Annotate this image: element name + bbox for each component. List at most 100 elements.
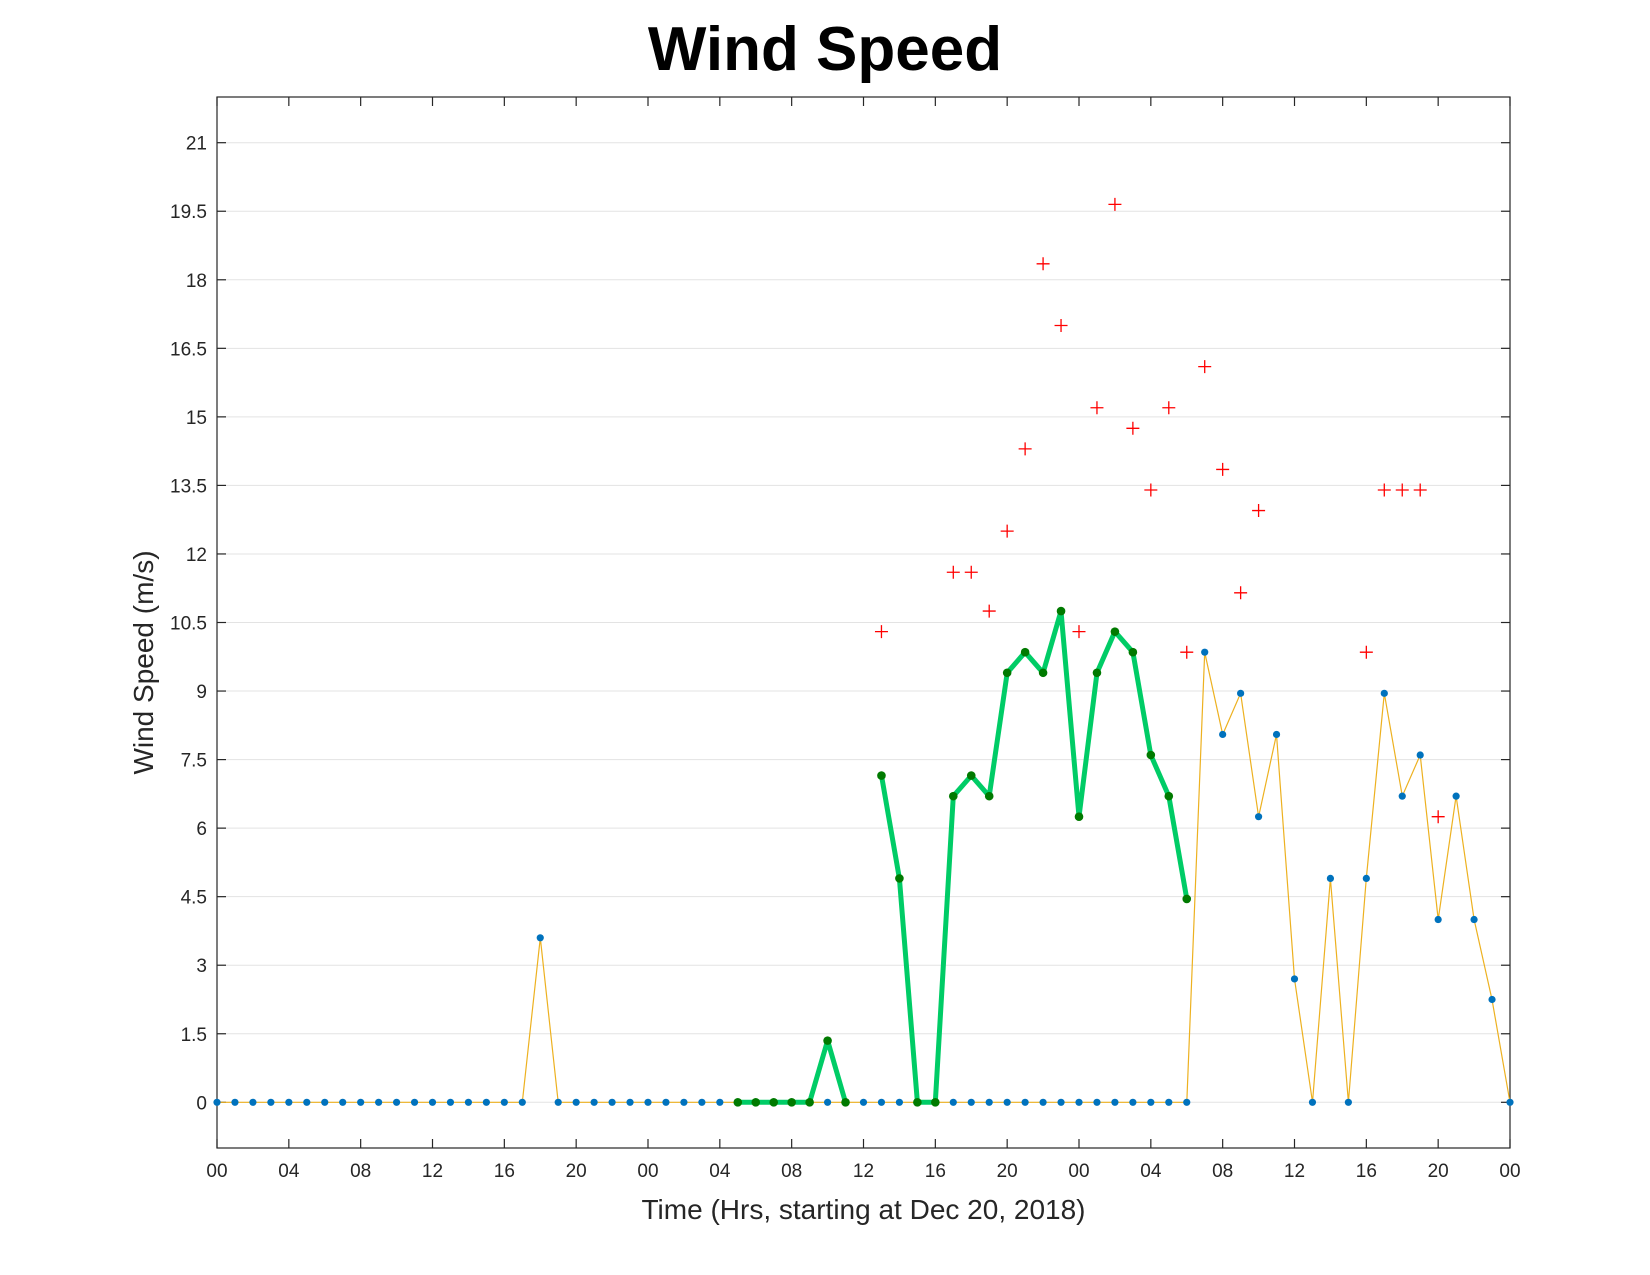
x-tick-label: 12 [853, 1161, 874, 1182]
data-point-observed [1093, 1098, 1101, 1106]
plus-marker [874, 625, 888, 639]
data-point-highlight [1002, 668, 1012, 678]
data-point-observed [949, 1098, 957, 1106]
data-point-highlight [966, 771, 976, 780]
data-point-observed [1237, 689, 1245, 697]
x-tick-label: 08 [350, 1161, 371, 1182]
y-tick-label: 18 [186, 271, 207, 292]
data-point-observed [1434, 915, 1442, 924]
x-tick-label: 20 [1428, 1161, 1449, 1182]
data-point-observed [339, 1098, 347, 1106]
data-point-highlight [895, 874, 904, 883]
data-point-observed [877, 1098, 886, 1106]
plus-marker [982, 604, 996, 618]
x-tick-label: 20 [566, 1161, 587, 1182]
grid-lines [217, 142, 1510, 1103]
data-point-highlight [1056, 606, 1066, 616]
y-tick-label: 10.5 [170, 614, 207, 635]
data-point-observed [590, 1098, 598, 1106]
data-point-observed [823, 1098, 832, 1106]
data-point-highlight [805, 1098, 814, 1107]
plus-marker [1072, 625, 1086, 639]
data-point-observed [1416, 751, 1424, 759]
data-point-observed [249, 1098, 257, 1106]
data-point-observed [1165, 1098, 1173, 1106]
data-point-observed [1003, 1098, 1011, 1106]
x-tick-label: 00 [1068, 1161, 1089, 1182]
plus-marker [1234, 586, 1248, 600]
plus-marker [1108, 197, 1122, 211]
data-point-highlight [1182, 894, 1192, 904]
plus-marker [1000, 524, 1014, 538]
x-tick-label: 04 [709, 1161, 731, 1182]
data-point-observed [1147, 1098, 1155, 1106]
data-point-observed [644, 1098, 652, 1106]
y-tick-label: 19.5 [170, 202, 207, 223]
data-point-highlight [751, 1098, 761, 1107]
data-point-highlight [1164, 791, 1174, 801]
y-tick-label: 12 [186, 545, 207, 566]
data-point-observed [392, 1098, 401, 1106]
data-point-highlight [769, 1098, 779, 1107]
plus-marker [1144, 483, 1158, 497]
data-point-observed [662, 1098, 670, 1106]
y-tick-label: 9 [196, 682, 207, 703]
plus-marker [1162, 401, 1176, 415]
data-point-observed [285, 1098, 293, 1106]
data-point-observed [231, 1098, 239, 1106]
plus-marker [1413, 483, 1427, 497]
data-point-observed [213, 1098, 221, 1106]
x-tick-label: 08 [1212, 1161, 1233, 1182]
data-point-highlight [1020, 647, 1030, 657]
data-point-observed [1254, 813, 1263, 821]
data-point-observed [464, 1098, 473, 1106]
data-point-observed [554, 1098, 562, 1106]
x-tick-label: 16 [494, 1161, 515, 1182]
data-point-observed [572, 1098, 580, 1106]
data-point-observed [1362, 874, 1370, 882]
data-point-highlight [913, 1098, 922, 1107]
data-point-observed [1398, 792, 1406, 800]
data-point-observed [321, 1098, 329, 1106]
data-point-observed [1452, 792, 1460, 800]
data-point-highlight [823, 1036, 832, 1045]
data-point-observed [500, 1098, 508, 1106]
data-point-observed [626, 1098, 634, 1106]
y-tick-label: 13.5 [170, 476, 207, 497]
data-point-observed [1057, 1098, 1065, 1106]
plus-marker [1018, 442, 1032, 456]
y-tick-label: 3 [196, 956, 207, 977]
plus-marker [946, 565, 960, 579]
data-point-observed [698, 1098, 706, 1106]
data-point-observed [1129, 1098, 1137, 1106]
data-point-highlight [1128, 647, 1138, 657]
data-point-highlight [877, 771, 886, 780]
plus-marker [1252, 504, 1266, 518]
data-point-observed [1308, 1098, 1317, 1106]
x-tick-label: 16 [925, 1161, 946, 1182]
data-point-highlight [1110, 627, 1120, 636]
x-tick-label: 08 [781, 1161, 802, 1182]
plus-marker [1377, 483, 1391, 497]
data-point-observed [608, 1098, 616, 1106]
plus-marker [1216, 462, 1230, 476]
y-tick-label: 0 [196, 1093, 207, 1114]
data-point-highlight [984, 791, 994, 801]
data-point-highlight [841, 1098, 850, 1107]
data-point-observed [1039, 1098, 1047, 1106]
x-tick-label: 00 [637, 1161, 658, 1182]
data-point-observed [536, 934, 544, 942]
plus-marker [964, 565, 978, 579]
plus-marker [1090, 401, 1104, 415]
data-point-observed [446, 1098, 455, 1106]
chart-title: Wind Speed [647, 15, 1003, 84]
x-tick-label: 00 [206, 1161, 227, 1182]
y-tick-label: 21 [186, 134, 207, 155]
y-axis-title: Wind Speed (m/s) [128, 550, 159, 774]
data-point-observed [267, 1098, 275, 1106]
data-point-observed [967, 1098, 975, 1106]
axis-ticks: 0 1.5 3 4.5 6 7.5 9 10.5 12 13.5 15 16.5 18 19.5 21 00 0… [170, 97, 1521, 1182]
data-point-highlight [1092, 668, 1102, 678]
data-point-observed [716, 1098, 724, 1106]
